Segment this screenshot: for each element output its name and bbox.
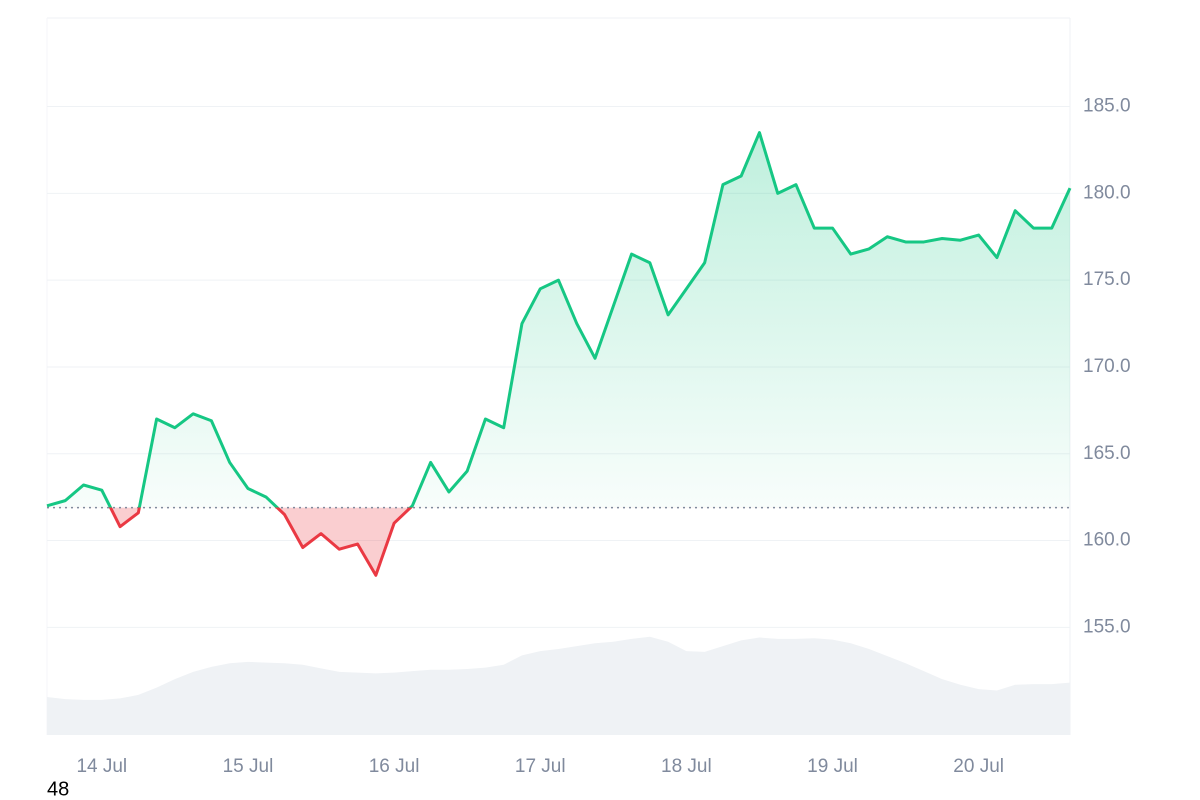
x-tick-label: 20 Jul <box>953 756 1004 777</box>
x-tick-label: 16 Jul <box>369 756 420 777</box>
y-tick-label: 180.0 <box>1083 182 1131 203</box>
y-tick-label: 155.0 <box>1083 616 1131 637</box>
volume-area <box>47 636 1070 735</box>
price-line <box>46 131 1072 577</box>
y-tick-label: 185.0 <box>1083 96 1131 117</box>
x-tick-label: 19 Jul <box>807 756 858 777</box>
x-tick-label: 18 Jul <box>661 756 712 777</box>
price-area <box>47 132 1070 576</box>
x-tick-label: 15 Jul <box>223 756 274 777</box>
footnote: 48 <box>47 778 69 800</box>
y-tick-label: 160.0 <box>1083 530 1131 551</box>
x-tick-label: 17 Jul <box>515 756 566 777</box>
y-tick-label: 165.0 <box>1083 443 1131 464</box>
x-tick-label: 14 Jul <box>76 756 127 777</box>
y-tick-label: 175.0 <box>1083 269 1131 290</box>
y-tick-label: 170.0 <box>1083 356 1131 377</box>
